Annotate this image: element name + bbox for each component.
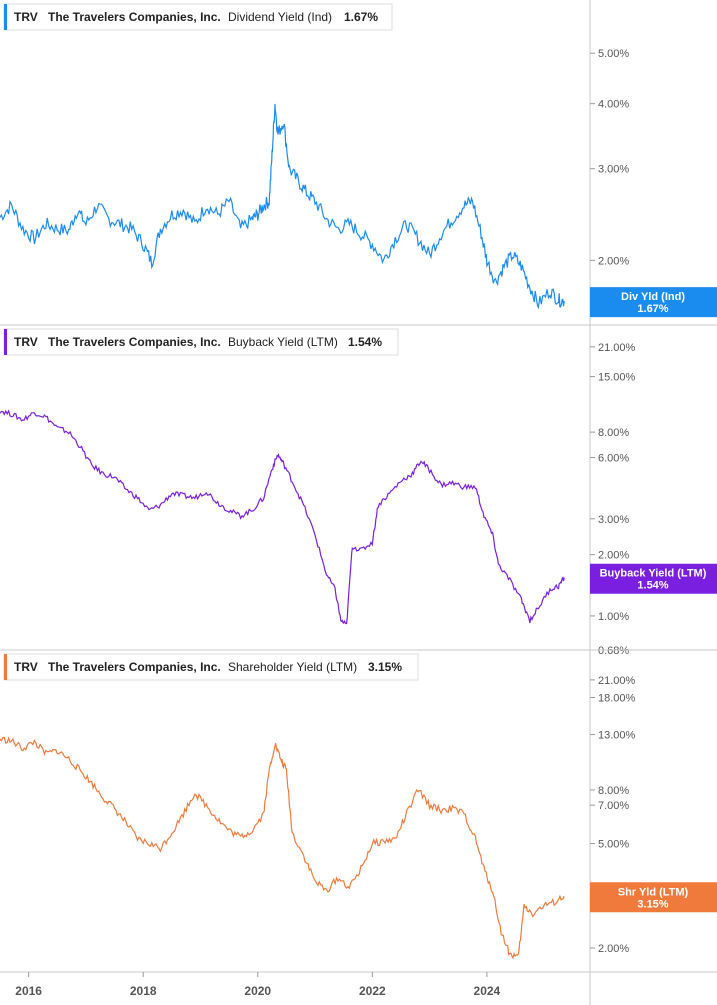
legend-current-value: 1.67% [344,10,378,24]
panel-1: 5.00% 4.00% 3.00% 2.00% TRV The Travelers Com… [0,3,717,318]
legend-box [3,3,393,31]
y-tick-label: 4.00% [598,99,629,111]
y-tick-label: 1.00% [598,611,629,623]
legend-color-swatch [4,329,7,355]
value-tag-box [590,287,717,318]
y-tick-label: 2.00% [598,943,629,955]
legend-ticker: TRV [14,335,38,349]
value-tag-label: Shr Yld (LTM) [618,886,689,898]
x-tick-label: 2018 [130,984,157,998]
legend: TRV The Travelers Companies, Inc. Dividend… [3,3,393,31]
legend: TRV The Travelers Companies, Inc. Buyback … [3,328,399,356]
legend-company: The Travelers Companies, Inc. [48,335,221,349]
y-tick-label: 8.00% [598,785,629,797]
value-tag-value: 1.67% [637,303,668,315]
series-line [0,103,565,310]
panel-3: 21.00%18.00%13.00%8.00%7.00%5.00%3.00%2.… [0,649,717,960]
series-line [0,409,565,625]
x-tick-label: 2020 [244,984,271,998]
series-line [0,736,565,960]
value-tag-value: 1.54% [637,580,668,592]
y-tick-label: 5.00% [598,48,629,60]
y-tick-label: 3.00% [598,164,629,176]
y-tick-label: 5.00% [598,839,629,851]
value-tag-value: 3.15% [637,898,668,910]
legend-current-value: 3.15% [368,660,402,674]
legend-company: The Travelers Companies, Inc. [48,10,221,24]
x-tick-label: 2024 [474,984,501,998]
y-tick-label: 21.00% [598,675,636,687]
legend: TRV The Travelers Companies, Inc. Sharehol… [3,653,419,681]
value-tag: Buyback Yield (LTM)1.54% [590,563,717,594]
legend-ticker: TRV [14,10,38,24]
y-tick-label: 2.00% [598,550,629,562]
legend-metric: Buyback Yield (LTM) [228,335,338,349]
x-tick-label: 2022 [359,984,386,998]
value-tag-box [590,882,717,913]
legend-metric: Shareholder Yield (LTM) [228,660,357,674]
legend-color-swatch [4,4,7,30]
legend-box [3,328,399,356]
x-tick-label: 2016 [15,984,42,998]
panel-2: 21.00% 15.00% 8.00% 6.00% 3.00% 2.00% 1.00% 0.6… [0,324,717,657]
y-tick-label: 8.00% [598,427,629,439]
y-tick-label: 21.00% [598,342,636,354]
value-tag: Div Yld (Ind)1.67% [590,287,717,318]
y-tick-label: 2.00% [598,255,629,267]
value-tag-label: Div Yld (Ind) [621,291,685,303]
legend-color-swatch [4,654,7,680]
legend-box [3,653,419,681]
legend-ticker: TRV [14,660,38,674]
legend-metric: Dividend Yield (Ind) [228,10,332,24]
y-tick-label: 6.00% [598,453,629,465]
legend-company: The Travelers Companies, Inc. [48,660,221,674]
y-tick-label: 7.00% [598,800,629,812]
y-tick-label: 13.00% [598,730,636,742]
y-tick-label: 18.00% [598,692,636,704]
y-tick-label: 15.00% [598,372,636,384]
value-tag-label: Buyback Yield (LTM) [600,568,707,580]
y-tick-label: 3.00% [598,514,629,526]
y-tick-label: 0.68% [598,645,629,657]
legend-current-value: 1.54% [348,335,382,349]
value-tag: Shr Yld (LTM)3.15% [590,882,717,913]
value-tag-box [590,563,717,594]
